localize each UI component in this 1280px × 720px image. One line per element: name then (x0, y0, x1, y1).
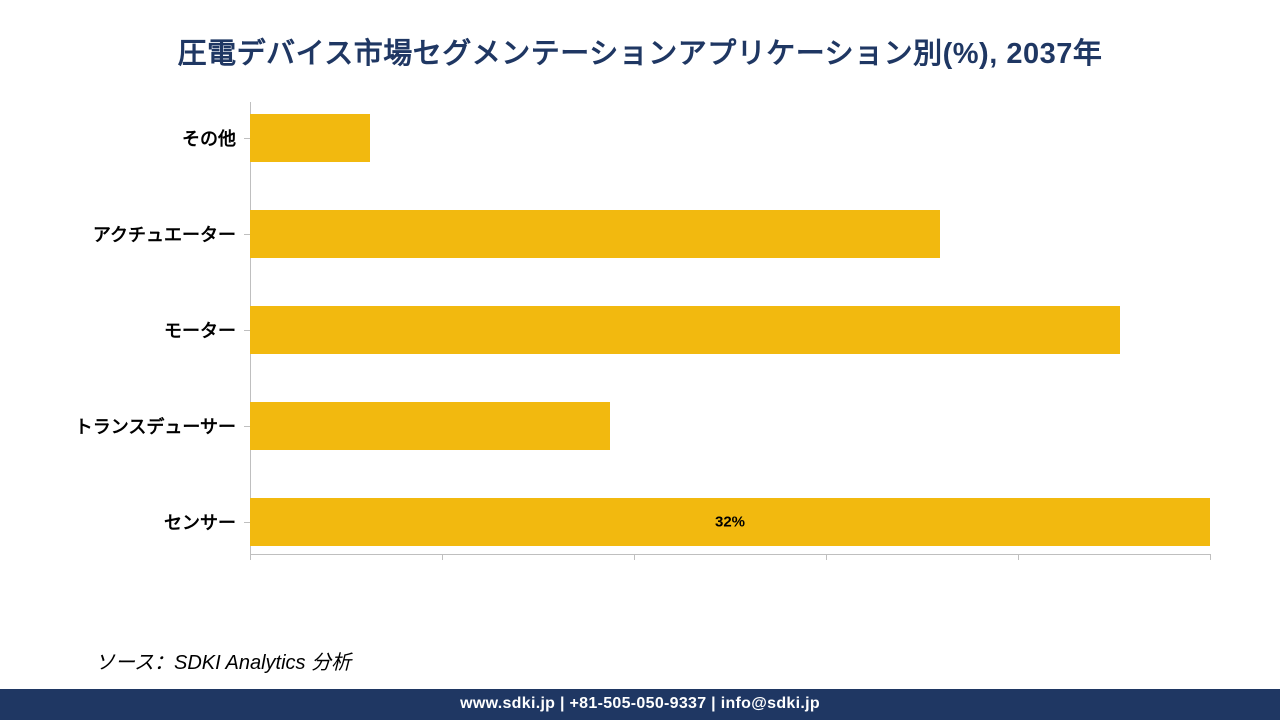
bar (250, 306, 1120, 354)
x-axis-tick (250, 554, 251, 560)
x-axis-tick (634, 554, 635, 560)
plot-region: その他アクチュエーターモータートランスデューサーセンサー32% (250, 102, 1210, 556)
bar-row: モーター (250, 306, 1210, 354)
page-root: 圧電デバイス市場セグメンテーションアプリケーション別(%), 2037年 その他… (0, 0, 1280, 720)
bar-row: センサー32% (250, 498, 1210, 546)
bar: 32% (250, 498, 1210, 546)
x-axis-tick (442, 554, 443, 560)
y-axis-tick (244, 234, 250, 235)
category-label: センサー (40, 509, 250, 535)
chart-title: 圧電デバイス市場セグメンテーションアプリケーション別(%), 2037年 (0, 0, 1280, 82)
bar-row: トランスデューサー (250, 402, 1210, 450)
source-attribution: ソース：SDKI Analytics 分析 (0, 646, 1280, 689)
bar-row: アクチュエーター (250, 210, 1210, 258)
y-axis-tick (244, 138, 250, 139)
category-label: その他 (40, 125, 250, 151)
bar (250, 210, 940, 258)
bar (250, 114, 370, 162)
x-axis-tick (1018, 554, 1019, 560)
y-axis-tick (244, 330, 250, 331)
bar-value-label: 32% (715, 514, 745, 531)
category-label: アクチュエーター (40, 221, 250, 247)
x-axis-line (250, 554, 1210, 555)
x-axis-tick (1210, 554, 1211, 560)
bar (250, 402, 610, 450)
chart-area: その他アクチュエーターモータートランスデューサーセンサー32% (0, 82, 1280, 646)
category-label: モーター (40, 317, 250, 343)
bar-row: その他 (250, 114, 1210, 162)
category-label: トランスデューサー (40, 413, 250, 439)
y-axis-tick (244, 426, 250, 427)
x-axis-tick (826, 554, 827, 560)
footer-bar: www.sdki.jp | +81-505-050-9337 | info@sd… (0, 689, 1280, 720)
y-axis-tick (244, 522, 250, 523)
